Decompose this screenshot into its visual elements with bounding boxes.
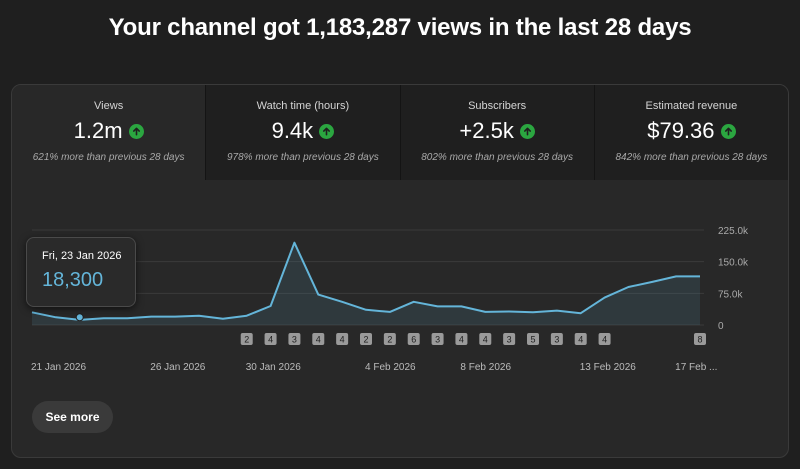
x-tick-label: 30 Jan 2026	[246, 362, 301, 373]
video-marker[interactable]: 2	[383, 333, 396, 345]
video-marker-box	[264, 333, 277, 345]
video-marker-count: 2	[244, 335, 249, 345]
video-marker-box	[336, 333, 349, 345]
video-marker[interactable]: 3	[288, 333, 301, 345]
video-marker[interactable]: 4	[312, 333, 325, 345]
video-marker-box	[407, 333, 420, 345]
video-marker[interactable]: 3	[503, 333, 516, 345]
video-marker[interactable]: 4	[455, 333, 468, 345]
video-marker-box	[574, 333, 587, 345]
video-marker[interactable]: 4	[336, 333, 349, 345]
metric-value: $79.36	[647, 118, 715, 143]
video-marker-count: 4	[268, 335, 273, 345]
video-marker-count: 4	[602, 335, 607, 345]
video-marker-count: 3	[292, 335, 297, 345]
metrics-row: Views 1.2m 621% more than previous 28 da…	[12, 85, 788, 180]
y-tick-label: 75.0k	[718, 289, 743, 300]
metric-comparison: 978% more than previous 28 days	[226, 152, 379, 163]
metric-tab-subscribers[interactable]: Subscribers +2.5k 802% more than previou…	[400, 85, 595, 180]
metric-label: Watch time (hours)	[256, 100, 350, 112]
metric-label: Subscribers	[468, 100, 527, 112]
arrow-up-icon	[519, 123, 535, 139]
highlighted-point	[75, 313, 84, 322]
video-marker[interactable]: 4	[264, 333, 277, 345]
arrow-up-icon	[128, 123, 144, 139]
metric-tab-revenue[interactable]: Estimated revenue $79.36 842% more than …	[594, 85, 788, 180]
arrow-up-icon	[720, 123, 736, 139]
video-marker-count: 4	[578, 335, 583, 345]
x-tick-label: 4 Feb 2026	[365, 362, 416, 373]
video-marker-count: 8	[697, 335, 702, 345]
video-marker[interactable]: 5	[527, 333, 539, 345]
chart-line	[31, 241, 700, 321]
video-marker-box	[360, 333, 372, 345]
page-title: Your channel got 1,183,287 views in the …	[108, 14, 692, 41]
video-marker-box	[550, 333, 563, 345]
analytics-card: Views 1.2m 621% more than previous 28 da…	[11, 84, 789, 458]
y-tick-label: 225.0k	[718, 226, 749, 237]
video-marker[interactable]: 2	[240, 333, 253, 345]
video-marker-box	[312, 333, 325, 345]
video-marker-box	[240, 333, 253, 345]
video-marker-count: 2	[387, 335, 392, 345]
video-marker[interactable]: 4	[574, 333, 587, 345]
video-marker-count: 2	[363, 335, 368, 345]
metric-value: 9.4k	[271, 118, 314, 143]
metric-tab-views[interactable]: Views 1.2m 621% more than previous 28 da…	[12, 85, 207, 180]
see-more-button[interactable]: See more	[32, 401, 113, 433]
video-marker[interactable]: 3	[431, 333, 444, 345]
chart-tooltip: Fri, 23 Jan 2026 18,300	[26, 237, 136, 307]
views-chart-svg: 225.0k 150.0k 75.0k 0 2 4 3 4 4 2 2 6 3 4 4 3 5 3 4 4 8 21 Ja…	[31, 226, 749, 373]
video-marker-count: 6	[411, 335, 416, 345]
video-marker-box	[598, 333, 611, 345]
metric-value-row: 9.4k	[206, 118, 399, 144]
video-marker-count: 3	[507, 335, 512, 345]
video-marker-box	[503, 333, 516, 345]
video-marker-box	[527, 333, 539, 345]
x-tick-label: 21 Jan 2026	[31, 362, 86, 373]
metric-value: +2.5k	[459, 118, 514, 143]
video-marker-box	[455, 333, 468, 345]
tooltip-value: 18,300	[42, 269, 104, 291]
video-marker-box	[479, 333, 492, 345]
video-marker-count: 4	[340, 335, 345, 345]
metric-tab-watch-time[interactable]: Watch time (hours) 9.4k 978% more than p…	[206, 85, 401, 180]
x-tick-label: 17 Feb ...	[675, 362, 717, 373]
chart-area	[32, 242, 700, 325]
x-tick-label: 26 Jan 2026	[150, 362, 205, 373]
metric-comparison: 621% more than previous 28 days	[32, 152, 185, 163]
video-marker-count: 4	[483, 335, 488, 345]
video-marker-box	[431, 333, 444, 345]
x-tick-label: 13 Feb 2026	[580, 362, 637, 373]
video-marker-box	[288, 333, 301, 345]
x-tick-label: 8 Feb 2026	[460, 362, 511, 373]
video-marker-count: 5	[530, 335, 535, 345]
video-marker-count: 4	[459, 335, 464, 345]
video-marker[interactable]: 4	[479, 333, 492, 345]
video-marker[interactable]: 4	[598, 333, 611, 345]
video-marker-count: 3	[435, 335, 440, 345]
metric-value-row: 1.2m	[12, 118, 205, 144]
video-marker[interactable]: 2	[360, 333, 372, 345]
metric-label: Views	[94, 100, 124, 112]
arrow-up-icon	[319, 123, 335, 139]
metric-value-row: +2.5k	[401, 118, 594, 144]
y-tick-label: 0	[718, 321, 724, 332]
video-marker-box	[694, 333, 706, 345]
tooltip-date: Fri, 23 Jan 2026	[42, 250, 122, 262]
video-marker-box	[383, 333, 396, 345]
metric-comparison: 842% more than previous 28 days	[615, 152, 768, 163]
video-marker-count: 4	[316, 335, 321, 345]
metric-value: 1.2m	[73, 118, 123, 143]
metric-label: Estimated revenue	[645, 100, 738, 112]
views-chart[interactable]: 225.0k 150.0k 75.0k 0 2 4 3 4 4 2 2 6 3 4 4 3 5 3 4 4 8 21 Ja…	[12, 210, 788, 380]
metric-comparison: 802% more than previous 28 days	[421, 152, 573, 163]
video-marker[interactable]: 3	[550, 333, 563, 345]
video-marker-count: 3	[554, 335, 559, 345]
y-tick-label: 150.0k	[718, 258, 749, 269]
metric-value-row: $79.36	[595, 118, 788, 144]
video-marker[interactable]: 6	[407, 333, 420, 345]
video-marker[interactable]: 8	[694, 333, 706, 345]
